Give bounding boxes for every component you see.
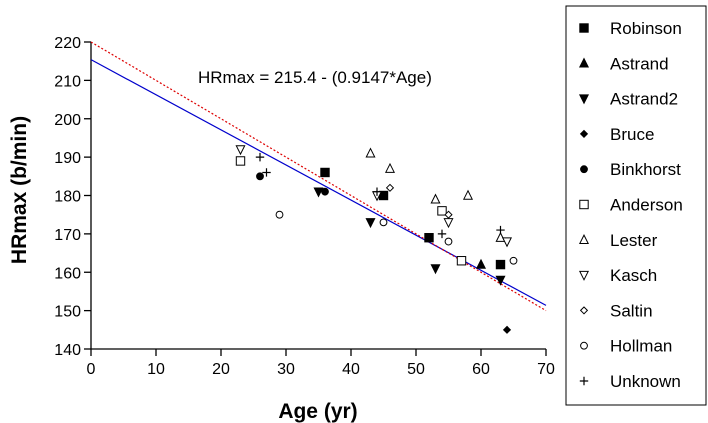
regression-line [90, 59, 547, 306]
y-tick-label: 150 [54, 304, 81, 321]
data-point [502, 325, 512, 334]
x-axis-title: Age (yr) [278, 400, 357, 423]
data-point [275, 210, 284, 219]
legend-label: Astrand2 [610, 90, 678, 109]
y-axis-title: HRmax (b/min) [8, 116, 31, 264]
fit-lines [90, 41, 547, 312]
series-kasch [235, 145, 513, 248]
y-tick-label: 160 [54, 265, 81, 282]
legend-label: Hollman [610, 337, 672, 356]
legend-box [565, 5, 707, 406]
series-binkhorst [256, 172, 329, 196]
legend-label: Unknown [610, 372, 681, 391]
data-point [365, 218, 376, 229]
data-point [456, 256, 467, 266]
data-point [365, 147, 376, 158]
y-tick-label: 180 [54, 189, 81, 206]
data-point [384, 162, 396, 173]
y-tick-label: 210 [54, 73, 81, 90]
legend-label: Anderson [610, 196, 683, 215]
data-point [475, 258, 487, 269]
series-astrand [475, 258, 487, 269]
x-tick-label: 70 [537, 361, 555, 378]
x-tick-label: 60 [472, 361, 490, 378]
data-point [495, 259, 506, 270]
x-tick-label: 30 [277, 361, 295, 378]
data-point [444, 237, 453, 246]
data-point [424, 233, 434, 243]
legend-marker [579, 306, 589, 315]
legend-label: Lester [610, 231, 658, 250]
legend-label: Astrand [610, 54, 669, 73]
data-point [437, 229, 447, 239]
data-point [262, 168, 271, 177]
legend-marker [580, 165, 588, 174]
data-point [430, 264, 441, 275]
series-lester [365, 147, 506, 242]
data-point [235, 156, 246, 166]
series-hollman [275, 210, 518, 265]
series-saltin [385, 183, 453, 219]
data-point [443, 218, 454, 229]
data-point [430, 193, 441, 204]
y-tick-label: 190 [54, 150, 81, 167]
series-anderson [235, 156, 467, 266]
data-point [321, 187, 329, 196]
legend-label: Kasch [610, 266, 657, 285]
legend-label: Robinson [610, 19, 682, 38]
data-point [444, 210, 453, 219]
data-point [509, 256, 518, 265]
data-point [235, 145, 246, 156]
y-tick-label: 170 [54, 227, 81, 244]
data-point [385, 183, 395, 192]
legend-label: Binkhorst [610, 160, 681, 179]
legend-marker [578, 233, 590, 244]
axes: 140 150 160 170 180 190 200 210 220 0 10 20 30 40 50 60… [54, 35, 555, 378]
data-point [255, 152, 265, 162]
y-tick-label: 140 [54, 342, 81, 359]
data-point [379, 218, 388, 227]
data-point [501, 237, 513, 248]
legend-marker [580, 341, 588, 350]
data-point [372, 187, 382, 196]
legend-marker [578, 270, 590, 281]
y-tick-label: 200 [54, 112, 81, 129]
data-point [495, 275, 506, 286]
legend-marker [578, 57, 590, 68]
data-point [256, 172, 264, 181]
x-tick-label: 40 [342, 361, 360, 378]
legend-marker [578, 94, 590, 105]
data-points [235, 145, 518, 334]
series-unknown [255, 152, 505, 239]
x-tick-label: 20 [212, 361, 230, 378]
data-point [462, 189, 474, 200]
legend-label: Bruce [610, 125, 654, 144]
legend-marker [579, 129, 589, 139]
legend-marker [579, 376, 589, 386]
x-tick-label: 0 [87, 361, 96, 378]
legend-marker [579, 199, 589, 210]
data-point [496, 225, 505, 235]
series-bruce [502, 325, 512, 334]
reference-line [90, 41, 547, 312]
series-astrand2 [313, 187, 506, 286]
x-tick-label: 50 [407, 361, 425, 378]
data-point [495, 231, 506, 242]
x-tick-label: 10 [147, 361, 165, 378]
legend: Robinson Astrand Astrand2 Bruce Binkhorst And… [565, 5, 707, 406]
legend-marker [579, 23, 589, 33]
data-point [437, 206, 447, 216]
legend-label: Saltin [610, 301, 653, 320]
data-point [313, 187, 324, 198]
series-robinson [320, 167, 506, 270]
regression-equation: HRmax = 215.4 - (0.9147*Age) [198, 68, 432, 87]
data-point [320, 167, 330, 178]
y-tick-label: 220 [54, 35, 81, 52]
